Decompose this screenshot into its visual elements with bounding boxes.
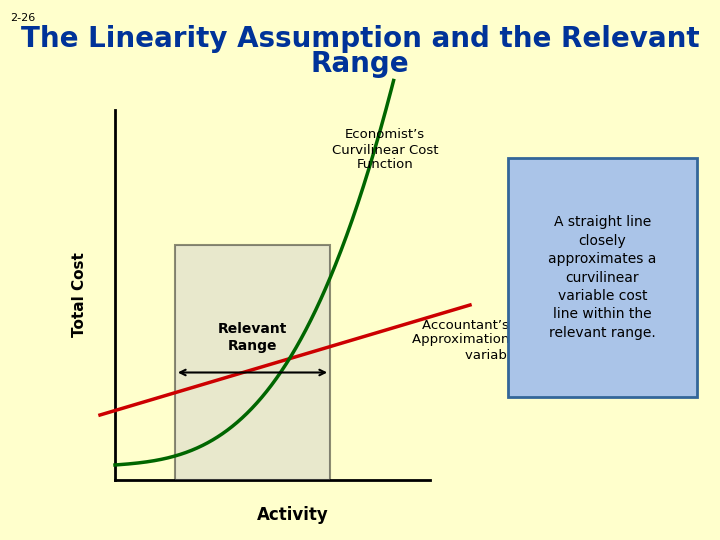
Text: Total Cost: Total Cost (73, 253, 88, 338)
Bar (175, 245, 330, 480)
Text: A straight line
closely
approximates a
curvilinear
variable cost
line within the: A straight line closely approximates a c… (549, 215, 657, 340)
Text: Economist’s
Curvilinear Cost
Function: Economist’s Curvilinear Cost Function (332, 129, 438, 172)
Text: Accountant’s Straight-Line
Approximation (constant unit
variable cost): Accountant’s Straight-Line Approximation… (413, 319, 608, 361)
Text: Activity: Activity (256, 506, 328, 524)
Text: Range: Range (311, 50, 409, 78)
Text: The Linearity Assumption and the Relevant: The Linearity Assumption and the Relevan… (21, 25, 699, 53)
Text: 2-26: 2-26 (10, 13, 35, 23)
FancyBboxPatch shape (508, 158, 697, 397)
Text: Relevant
Range: Relevant Range (218, 322, 287, 353)
